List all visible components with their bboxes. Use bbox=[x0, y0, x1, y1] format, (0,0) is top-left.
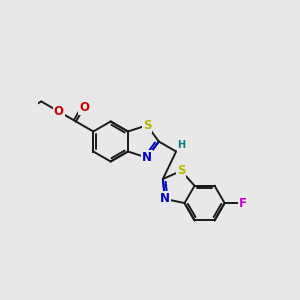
Text: S: S bbox=[143, 119, 151, 132]
Text: O: O bbox=[79, 101, 89, 114]
Text: N: N bbox=[142, 151, 152, 164]
Text: O: O bbox=[54, 105, 64, 118]
Text: H: H bbox=[177, 140, 186, 150]
Text: F: F bbox=[238, 196, 247, 210]
Text: S: S bbox=[177, 164, 185, 177]
Text: N: N bbox=[160, 192, 170, 206]
